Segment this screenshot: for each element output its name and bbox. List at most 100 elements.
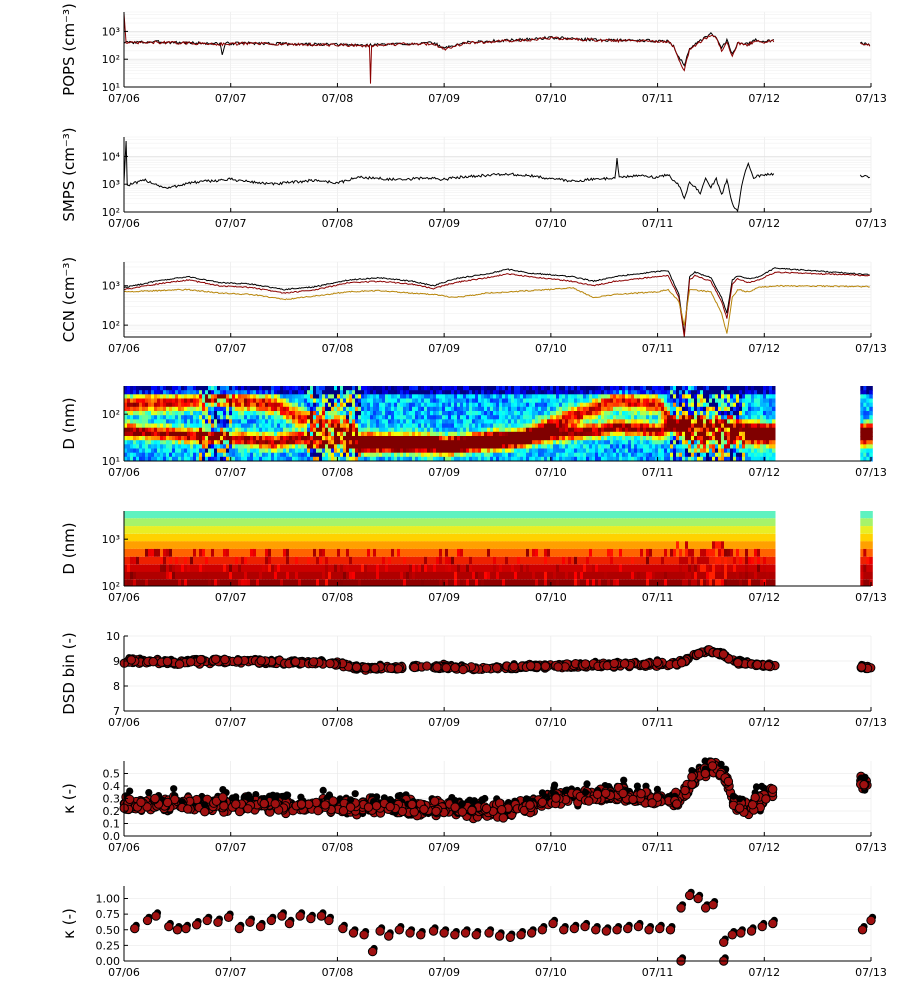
heatmap-cell xyxy=(391,448,395,454)
heatmap-cell xyxy=(742,406,746,412)
heatmap-cell xyxy=(172,394,176,399)
heatmap-cell xyxy=(379,415,383,420)
heatmap-cell xyxy=(250,456,254,462)
heatmap-band-cell xyxy=(202,579,206,586)
heatmap-cell xyxy=(274,398,278,404)
heatmap-cell xyxy=(364,419,368,424)
heatmap-cell xyxy=(694,386,698,391)
heatmap-band-cell xyxy=(298,548,302,557)
heatmap-cell xyxy=(295,402,299,408)
x-tick-label: 07/08 xyxy=(322,466,354,479)
heatmap-cell xyxy=(766,436,770,441)
heatmap-cell xyxy=(679,431,683,437)
heatmap-cell xyxy=(379,398,383,404)
heatmap-cell xyxy=(670,444,674,449)
heatmap-cell xyxy=(490,431,494,437)
heatmap-band-cell xyxy=(322,548,326,557)
heatmap-band-cell xyxy=(301,548,305,557)
heatmap-cell xyxy=(703,390,707,395)
heatmap-cell xyxy=(646,394,650,399)
heatmap-cell xyxy=(499,402,503,408)
heatmap-cell xyxy=(709,390,713,395)
heatmap-cell xyxy=(694,444,698,449)
heatmap-cell xyxy=(328,431,332,437)
heatmap-cell xyxy=(860,419,864,424)
heatmap-cell xyxy=(226,390,230,395)
heatmap-cell xyxy=(514,444,518,449)
heatmap-cell xyxy=(493,427,497,433)
heatmap-cell xyxy=(202,415,206,420)
heatmap-cell xyxy=(742,419,746,424)
heatmap-cell xyxy=(205,436,209,441)
heatmap-cell xyxy=(733,456,737,462)
heatmap-band-cell xyxy=(349,548,353,557)
heatmap-band-cell xyxy=(286,518,290,527)
heatmap-cell xyxy=(613,406,617,412)
heatmap-cell xyxy=(445,448,449,454)
heatmap-band-cell xyxy=(343,541,347,549)
heatmap-cell xyxy=(757,411,761,416)
heatmap-cell xyxy=(256,431,260,437)
heatmap-cell xyxy=(535,444,539,449)
heatmap-band-cell xyxy=(292,526,296,534)
heatmap-cell xyxy=(277,448,281,454)
heatmap-cell xyxy=(568,427,572,433)
heatmap-band-cell xyxy=(274,526,278,534)
heatmap-cell xyxy=(367,398,371,404)
heatmap-cell xyxy=(484,411,488,416)
heatmap-cell xyxy=(379,427,383,433)
heatmap-cell xyxy=(238,436,242,441)
heatmap-cell xyxy=(232,402,236,408)
heatmap-cell xyxy=(376,427,380,433)
heatmap-cell xyxy=(412,411,416,416)
heatmap-cell xyxy=(256,398,260,404)
heatmap-cell xyxy=(688,402,692,408)
heatmap-band-cell xyxy=(241,533,245,542)
heatmap-cell xyxy=(526,423,530,429)
heatmap-cell xyxy=(742,431,746,437)
heatmap-band-cell xyxy=(226,526,230,534)
heatmap-cell xyxy=(712,448,716,454)
heatmap-cell xyxy=(607,390,611,395)
heatmap-cell xyxy=(553,415,557,420)
heatmap-cell xyxy=(166,448,170,454)
heatmap-cell xyxy=(181,448,185,454)
heatmap-band-cell xyxy=(202,518,206,527)
heatmap-cell xyxy=(235,394,239,399)
heatmap-cell xyxy=(523,415,527,420)
heatmap-cell xyxy=(175,411,179,416)
heatmap-band-cell xyxy=(337,526,341,534)
heatmap-cell xyxy=(412,440,416,445)
heatmap-band-cell xyxy=(331,511,335,519)
heatmap-band-cell xyxy=(220,511,224,519)
heatmap-cell xyxy=(250,402,254,408)
heatmap-cell xyxy=(712,423,716,429)
heatmap-cell xyxy=(484,448,488,454)
heatmap-cell xyxy=(457,411,461,416)
heatmap-cell xyxy=(625,402,629,408)
heatmap-cell xyxy=(268,456,272,462)
heatmap-cell xyxy=(457,402,461,408)
heatmap-cell xyxy=(733,436,737,441)
heatmap-band-cell xyxy=(388,526,392,534)
heatmap-band-cell xyxy=(232,579,236,586)
heatmap-cell xyxy=(541,398,545,404)
heatmap-cell xyxy=(163,406,167,412)
heatmap-cell xyxy=(613,431,617,437)
heatmap-cell xyxy=(310,415,314,420)
heatmap-cell xyxy=(709,448,713,454)
heatmap-cell xyxy=(151,440,155,445)
heatmap-cell xyxy=(514,419,518,424)
heatmap-cell xyxy=(310,419,314,424)
heatmap-cell xyxy=(148,398,152,404)
heatmap-cell xyxy=(235,456,239,462)
heatmap-cell xyxy=(385,436,389,441)
heatmap-cell xyxy=(616,411,620,416)
heatmap-cell xyxy=(733,402,737,408)
heatmap-cell xyxy=(172,386,176,391)
heatmap-cell xyxy=(748,419,752,424)
heatmap-cell xyxy=(178,394,182,399)
heatmap-cell xyxy=(283,444,287,449)
heatmap-cell xyxy=(280,444,284,449)
heatmap-cell xyxy=(154,456,158,462)
